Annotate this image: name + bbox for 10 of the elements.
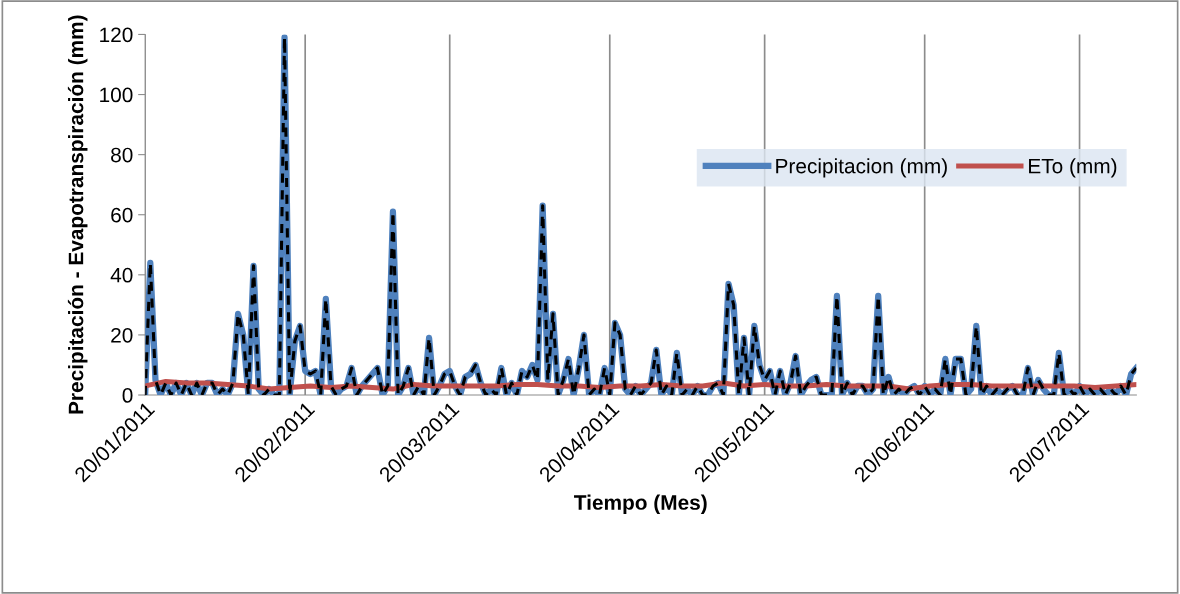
- y-tick-label: 20: [111, 327, 133, 343]
- y-tick-label: 60: [111, 207, 133, 223]
- y-tick-label: 120: [100, 27, 133, 43]
- x-axis-title: Tiempo (Mes): [574, 494, 707, 514]
- y-tick-label: 80: [111, 147, 133, 163]
- y-tick-label: 0: [122, 388, 133, 403]
- legend-label: Precipitacion (mm): [776, 158, 947, 178]
- y-tick-label: 40: [110, 267, 133, 283]
- legend-label: ETo (mm): [1029, 158, 1117, 178]
- y-tick-label: 100: [100, 87, 133, 103]
